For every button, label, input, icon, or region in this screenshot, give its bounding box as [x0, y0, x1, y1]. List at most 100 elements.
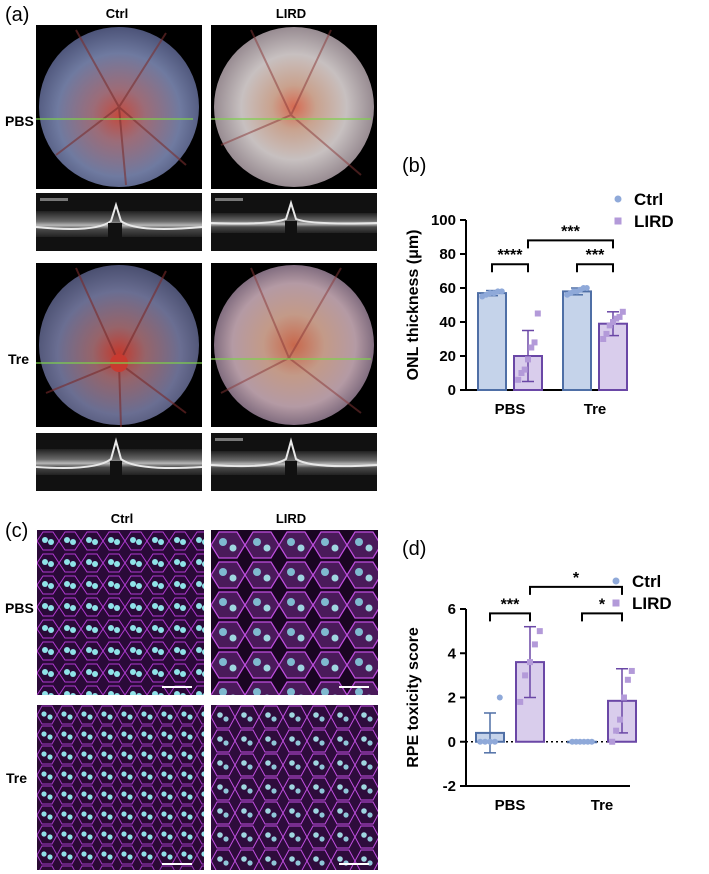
data-point: [521, 366, 528, 373]
y-tick-label: 40: [439, 314, 456, 331]
rpe-flatmount-pbs-ctrl: [37, 530, 204, 695]
scale-bar: [162, 686, 192, 688]
data-point: [498, 288, 505, 295]
data-point: [487, 738, 493, 745]
y-tick-label: 60: [439, 280, 456, 297]
oct-scan-pbs-ctrl: [36, 193, 202, 251]
y-tick-label: -2: [443, 778, 456, 795]
data-point: [515, 376, 522, 383]
panel-a-col-label-lird: LIRD: [275, 6, 307, 21]
significance-bracket: [489, 612, 531, 622]
oct-scan-pbs-lird: [211, 193, 377, 251]
bar: [477, 292, 507, 391]
data-point: [616, 313, 623, 320]
panel-a-letter: (a): [5, 4, 30, 26]
y-tick-label: 6: [448, 601, 456, 618]
significance-label: *: [599, 596, 606, 613]
data-point: [619, 308, 626, 315]
legend-label: LIRD: [634, 212, 674, 231]
y-tick-label: 0: [448, 382, 456, 399]
scale-bar: [162, 863, 192, 865]
legend-marker-ctrl: [614, 195, 622, 203]
data-point: [477, 738, 484, 745]
panel-a-row-label-pbs: PBS: [5, 113, 34, 129]
scale-bar: [339, 863, 369, 865]
data-point: [606, 322, 613, 329]
data-point: [613, 727, 620, 734]
panel-d-letter: (d): [402, 538, 427, 560]
legend-label: Ctrl: [634, 190, 663, 209]
data-point: [583, 285, 590, 291]
panel-c-col-label-ctrl: Ctrl: [110, 511, 134, 526]
panel-c-row-label-pbs: PBS: [5, 600, 34, 616]
x-tick-label: PBS: [495, 401, 526, 418]
legend-label: Ctrl: [632, 572, 661, 591]
data-point: [525, 356, 531, 363]
data-point: [588, 738, 595, 745]
panel-b-letter: (b): [402, 155, 427, 177]
legend-marker-lird: [614, 217, 622, 225]
fundus-image-pbs-lird: [211, 25, 377, 189]
y-tick-label: 20: [439, 348, 456, 365]
data-point: [609, 738, 616, 745]
significance-bracket: [581, 612, 623, 622]
rpe-flatmount-pbs-lird: [211, 530, 378, 695]
data-point: [522, 672, 529, 679]
data-point: [527, 659, 533, 666]
legend-marker-ctrl: [612, 577, 620, 585]
data-point: [528, 344, 535, 351]
panel-c-col-label-lird: LIRD: [275, 511, 307, 526]
y-axis-label: RPE toxicity score: [405, 627, 422, 768]
panel-c-letter: (c): [5, 520, 29, 542]
x-tick-label: PBS: [495, 797, 526, 814]
data-point: [491, 738, 498, 745]
x-tick-label: Tre: [591, 797, 614, 814]
data-point: [482, 738, 489, 745]
data-point: [613, 315, 620, 322]
bar: [515, 661, 545, 743]
scale-bar: [339, 686, 369, 688]
data-point: [531, 641, 538, 648]
significance-label: ***: [501, 596, 520, 613]
data-point: [517, 698, 524, 705]
data-point: [620, 694, 627, 701]
y-tick-label: 0: [448, 734, 456, 751]
data-point: [531, 339, 538, 346]
data-point: [600, 336, 607, 342]
data-point: [496, 694, 503, 701]
legend-marker-lird: [612, 599, 620, 607]
panel-a-row-label-tre: Tre: [8, 351, 30, 367]
oct-scan-tre-lird: [211, 433, 377, 491]
significance-bracket: [576, 263, 614, 273]
significance-bracket: [527, 239, 614, 249]
oct-scan-tre-ctrl: [36, 433, 202, 491]
panel-a-col-label-ctrl: Ctrl: [105, 6, 129, 21]
data-point: [610, 319, 616, 325]
y-tick-label: 4: [448, 645, 457, 662]
data-point: [534, 310, 541, 317]
data-point: [624, 676, 631, 683]
rpe-flatmount-tre-lird: [211, 705, 378, 870]
panel-c-row-label-tre: Tre: [6, 770, 28, 786]
data-point: [628, 667, 635, 674]
y-tick-label: 80: [439, 246, 456, 263]
fundus-image-pbs-ctrl: [36, 25, 202, 189]
y-tick-label: 2: [448, 690, 456, 707]
data-point: [536, 628, 543, 635]
data-point: [617, 716, 624, 723]
data-point: [518, 370, 525, 376]
significance-label: ***: [561, 223, 580, 240]
y-axis-label: ONL thickness (μm): [405, 230, 422, 381]
significance-label: ***: [586, 247, 605, 264]
significance-bracket: [529, 585, 623, 595]
significance-label: ****: [498, 247, 524, 264]
bar: [562, 290, 592, 391]
significance-bracket: [491, 263, 529, 273]
rpe-flatmount-tre-ctrl: [37, 705, 204, 870]
data-point: [603, 330, 610, 337]
fundus-image-tre-lird: [211, 263, 377, 427]
x-tick-label: Tre: [584, 401, 607, 418]
significance-label: *: [573, 570, 580, 587]
